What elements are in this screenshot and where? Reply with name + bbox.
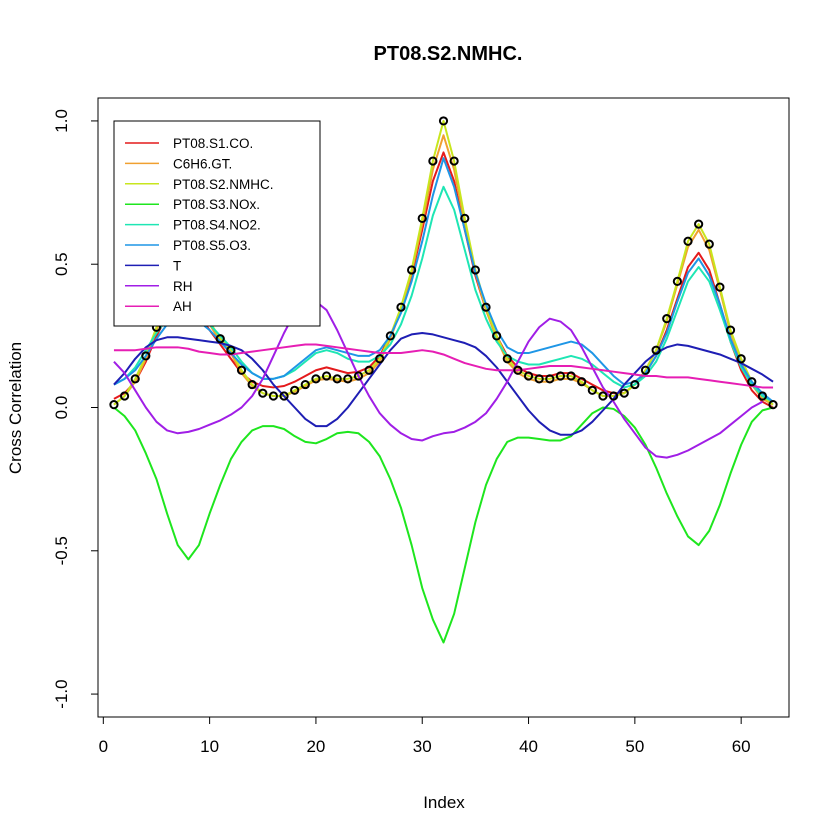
- data-point: [577, 377, 587, 387]
- legend-label: T: [173, 258, 181, 273]
- y-tick-label: -1.0: [52, 679, 71, 708]
- data-point: [640, 365, 651, 375]
- data-point: [130, 374, 140, 384]
- data-point: [534, 374, 544, 384]
- data-point: [683, 236, 693, 246]
- y-axis-label: Cross Correlation: [6, 342, 25, 474]
- data-point: [353, 371, 364, 381]
- series-line-pt08-s5-o3: [113, 157, 774, 403]
- y-tick-label: -0.5: [52, 536, 71, 565]
- data-point: [619, 388, 629, 398]
- data-point: [492, 331, 502, 341]
- series-line-t: [113, 331, 774, 436]
- data-point: [481, 302, 491, 312]
- data-point: [587, 385, 597, 395]
- y-axis: -1.0 -0.5 0.0 0.5 1.0: [52, 109, 99, 709]
- data-point: [608, 391, 619, 401]
- legend-label: PT08.S3.NOx.: [173, 197, 260, 212]
- data-point: [343, 374, 353, 384]
- data-point: [513, 365, 523, 375]
- data-point: [396, 302, 406, 312]
- x-axis: 0 10 20 30 40 50 60: [99, 716, 751, 756]
- data-point: [460, 213, 470, 223]
- data-point: [523, 371, 534, 381]
- legend-label: PT08.S2.NMHC.: [173, 177, 274, 192]
- x-tick-label: 30: [413, 737, 432, 756]
- data-point: [757, 391, 768, 401]
- legend-box: [113, 120, 321, 327]
- data-point: [502, 354, 512, 364]
- y-tick-label: 0.5: [52, 252, 71, 276]
- data-point: [715, 282, 725, 292]
- data-point: [555, 371, 566, 381]
- data-point: [545, 374, 555, 384]
- data-point: [109, 400, 119, 410]
- data-point: [279, 391, 289, 401]
- data-point: [598, 391, 608, 401]
- legend-label: AH: [173, 299, 192, 314]
- data-point: [768, 400, 778, 410]
- data-point: [268, 391, 279, 401]
- data-point: [736, 354, 746, 364]
- data-point: [449, 156, 459, 166]
- series-line-pt08-s3-nox: [113, 406, 774, 644]
- series-line-ah: [113, 343, 774, 389]
- data-point: [672, 276, 682, 287]
- data-point: [694, 219, 704, 229]
- data-point: [290, 385, 300, 395]
- y-tick-label: 0.0: [52, 396, 71, 420]
- data-point: [226, 345, 236, 355]
- data-point: [332, 374, 342, 384]
- data-point: [215, 334, 225, 344]
- series-line-rh: [113, 300, 763, 459]
- x-tick-label: 60: [732, 737, 751, 756]
- data-point: [630, 379, 640, 390]
- legend-label: PT08.S5.O3.: [173, 238, 251, 253]
- x-tick-label: 40: [519, 737, 538, 756]
- chart-title: PT08.S2.NMHC.: [374, 43, 523, 65]
- data-point: [566, 371, 576, 381]
- points-layer: [109, 116, 778, 410]
- legend-label: PT08.S4.NO2.: [173, 218, 261, 233]
- data-point: [119, 391, 130, 401]
- legend-label: C6H6.GT.: [173, 156, 232, 171]
- data-point: [725, 325, 736, 335]
- series-line-pt08-s2-nmhc: [113, 119, 774, 406]
- data-point: [417, 213, 427, 223]
- data-point: [662, 314, 672, 324]
- x-tick-label: 20: [306, 737, 325, 756]
- y-tick-label: 1.0: [52, 109, 71, 133]
- data-point: [311, 374, 321, 384]
- data-point: [747, 377, 757, 387]
- x-tick-label: 10: [200, 737, 219, 756]
- legend: PT08.S1.CO. C6H6.GT. PT08.S2.NMHC. PT08.S3.…: [113, 120, 321, 327]
- data-point: [407, 265, 417, 275]
- data-point: [141, 351, 151, 361]
- data-point: [438, 116, 449, 126]
- legend-label: RH: [173, 279, 193, 294]
- data-point: [470, 265, 480, 275]
- data-point: [258, 388, 268, 398]
- data-point: [247, 379, 257, 390]
- series-layer: [113, 119, 774, 644]
- data-point: [651, 345, 661, 355]
- data-point: [428, 156, 438, 166]
- x-tick-label: 0: [99, 737, 108, 756]
- data-point: [236, 365, 247, 375]
- x-axis-label: Index: [423, 793, 465, 812]
- data-point: [300, 379, 310, 390]
- legend-label: PT08.S1.CO.: [173, 136, 253, 151]
- data-point: [385, 331, 395, 341]
- data-point: [321, 371, 332, 381]
- data-point: [364, 365, 374, 375]
- x-tick-label: 50: [625, 737, 644, 756]
- data-point: [375, 354, 385, 364]
- data-point: [704, 239, 714, 249]
